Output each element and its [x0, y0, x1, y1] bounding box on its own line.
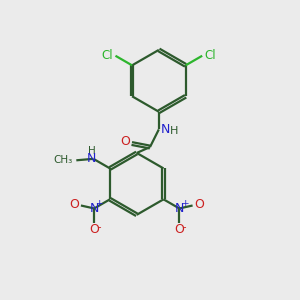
Text: -: -	[183, 223, 186, 232]
Text: O: O	[194, 197, 204, 211]
Text: N: N	[175, 202, 184, 215]
Text: N: N	[89, 202, 99, 215]
Text: Cl: Cl	[205, 49, 216, 62]
Text: CH₃: CH₃	[53, 155, 73, 165]
Text: N: N	[160, 123, 170, 136]
Text: O: O	[89, 223, 99, 236]
Text: O: O	[120, 135, 130, 148]
Text: N: N	[87, 152, 97, 165]
Text: H: H	[170, 126, 178, 136]
Text: +: +	[95, 199, 103, 208]
Text: H: H	[88, 146, 96, 157]
Text: Cl: Cl	[101, 49, 113, 62]
Text: +: +	[181, 199, 188, 208]
Text: -: -	[98, 223, 101, 232]
Text: O: O	[174, 223, 184, 236]
Text: O: O	[70, 197, 80, 211]
